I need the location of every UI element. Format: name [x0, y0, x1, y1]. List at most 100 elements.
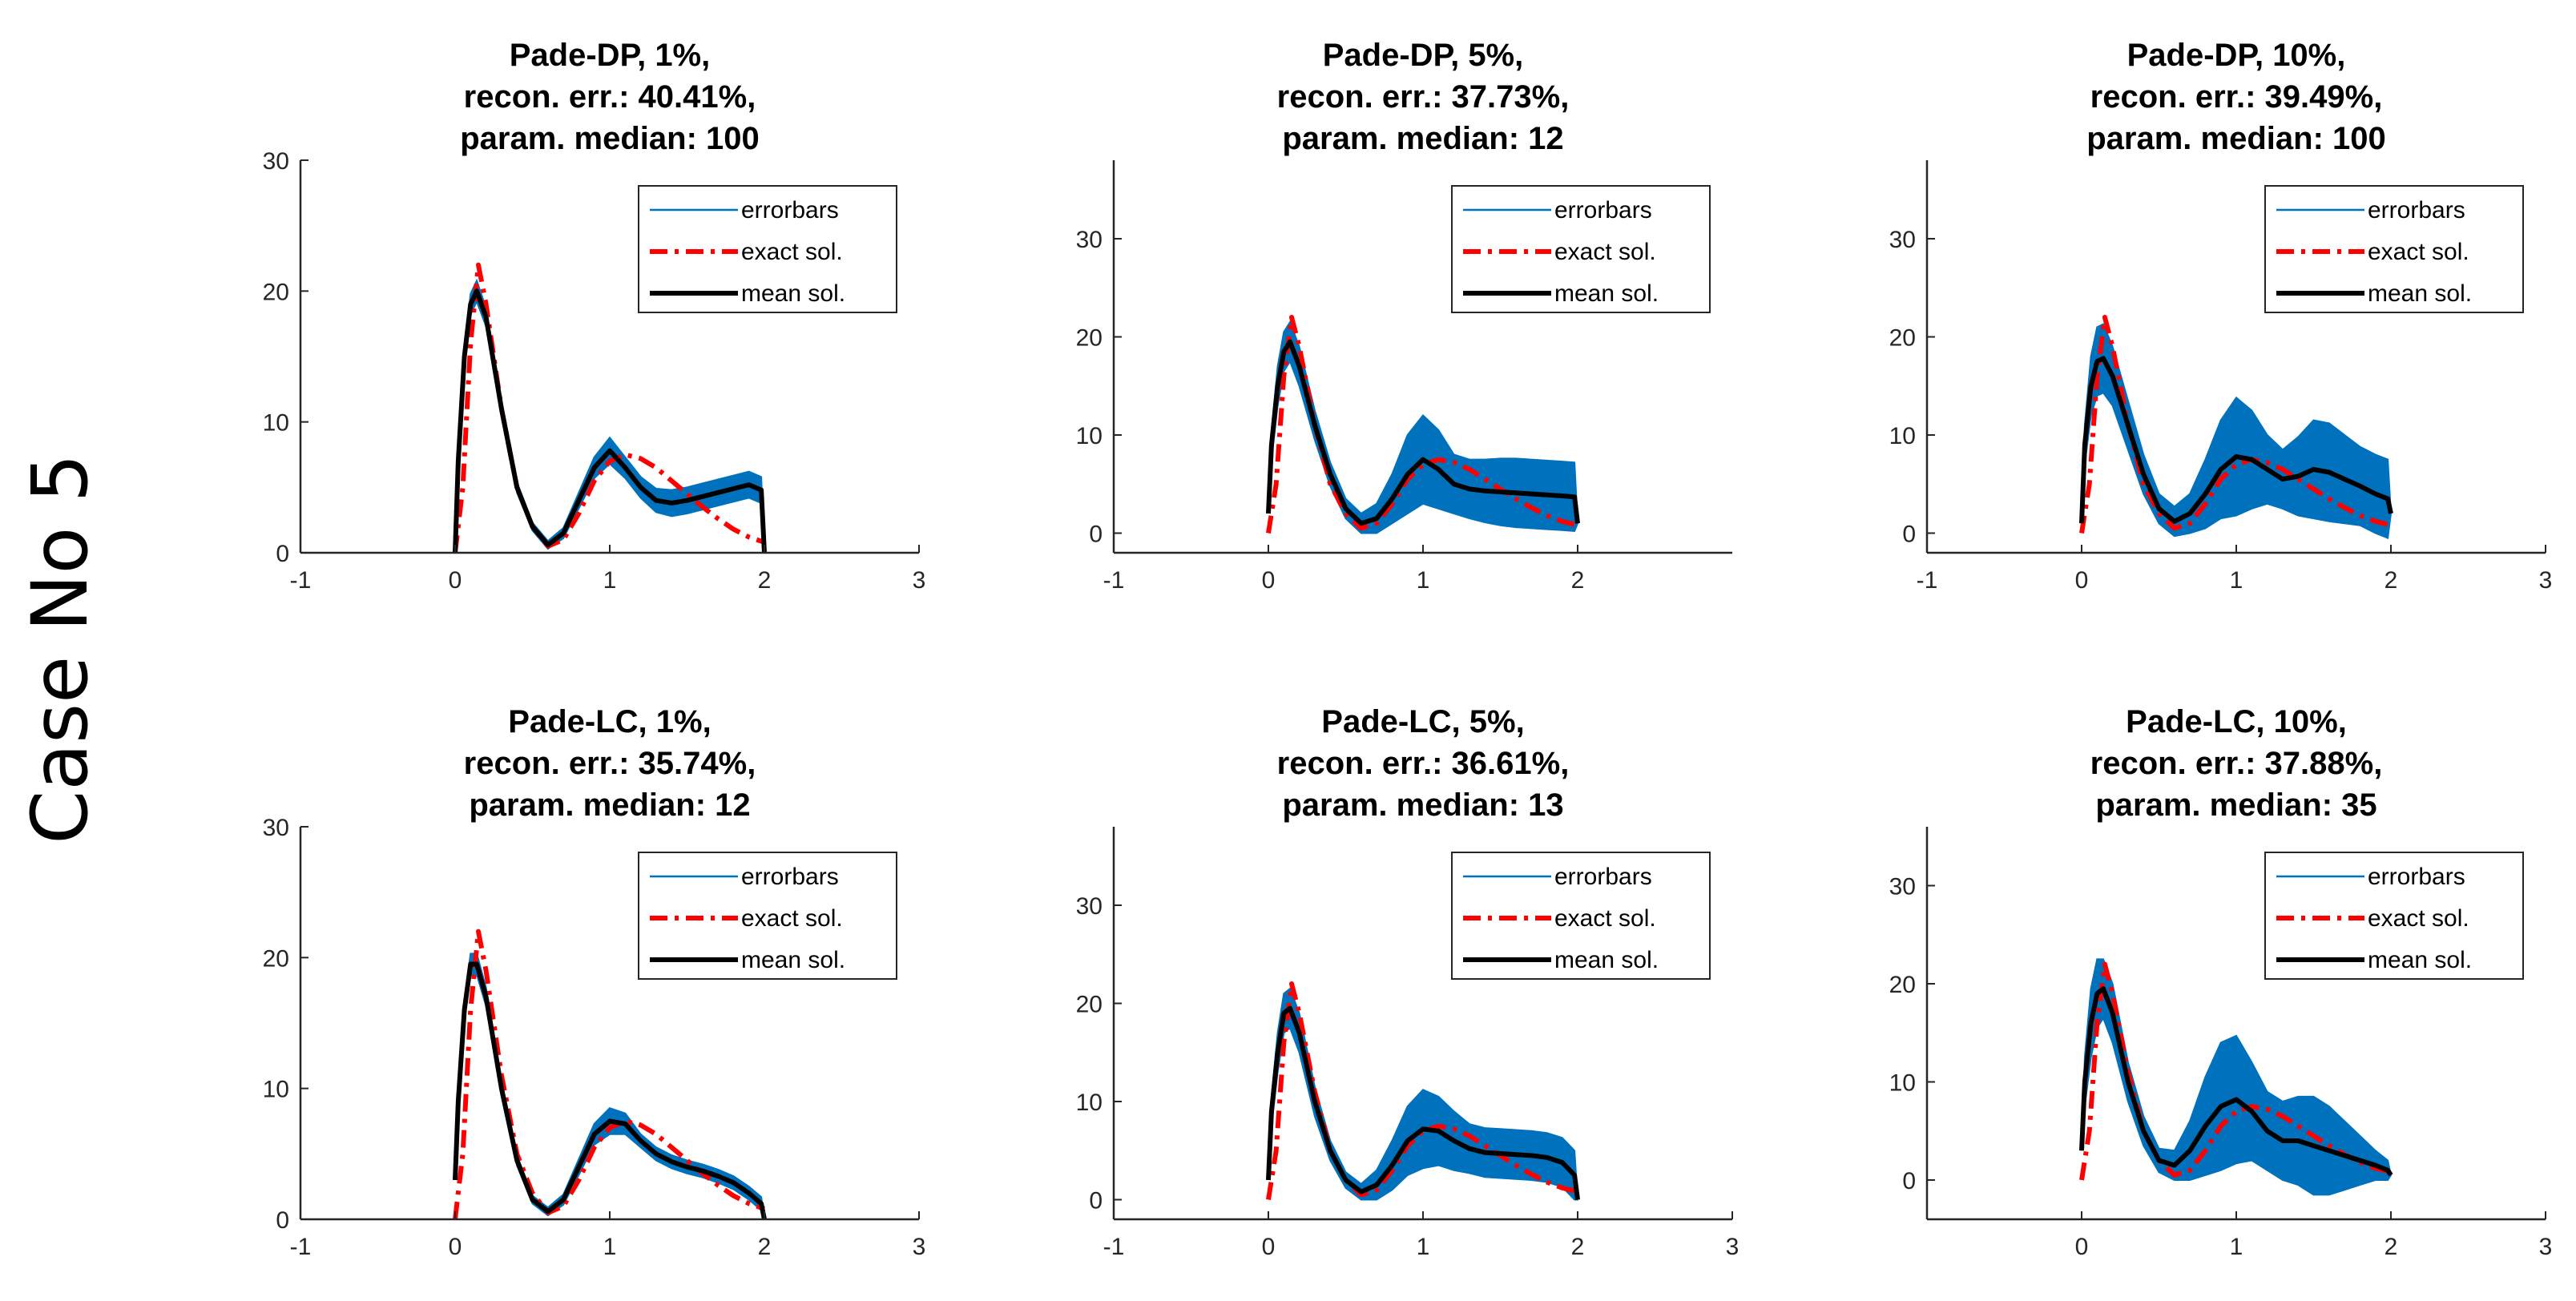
x-tick-label: 2 [758, 1234, 772, 1260]
subplot-title: param. median: 13 [1282, 787, 1563, 823]
subplot-title: param. median: 100 [460, 121, 760, 156]
exact-sol-line [1266, 315, 1578, 534]
subplot-title: param. median: 12 [469, 787, 750, 823]
subplot-title: recon. err.: 37.88%, [2090, 746, 2383, 781]
legend: errorbars exact sol. mean sol. [2264, 185, 2524, 313]
x-tick-label: 3 [2539, 567, 2553, 594]
x-tick-label: 3 [913, 567, 926, 594]
exact-sol-line [453, 262, 765, 554]
y-tick-label: 10 [1889, 1070, 1916, 1097]
legend-errorbars-label: errorbars [2368, 197, 2465, 224]
subplot-title: recon. err.: 39.49%, [2090, 79, 2383, 115]
x-tick-label: 3 [2539, 1234, 2553, 1260]
legend-errorbars-label: errorbars [1554, 864, 1652, 890]
y-tick-label: 10 [263, 410, 289, 437]
subplot: Pade-LC, 5%, recon. err.: 36.61%, param. m… [1076, 704, 1740, 1260]
legend-exact-sol-label: exact sol. [741, 905, 843, 932]
mean-sol-line [1266, 339, 1580, 526]
y-tick-label: 20 [1889, 325, 1916, 352]
y-tick-label: 0 [276, 1207, 289, 1234]
legend-mean-sol-label: mean sol. [2368, 280, 2472, 307]
legend-exact-sol-label: exact sol. [2368, 905, 2469, 932]
x-tick-label: 1 [603, 567, 617, 594]
y-tick-label: 20 [1076, 992, 1103, 1018]
y-tick-label: 30 [1076, 893, 1103, 920]
legend-mean-sol-label: mean sol. [741, 947, 845, 973]
x-tick-label: 0 [2075, 567, 2089, 594]
subplot-title: recon. err.: 40.41%, [464, 79, 756, 115]
legend-mean-sol-label: mean sol. [2368, 947, 2472, 973]
legend-exact-sol-label: exact sol. [2368, 239, 2469, 265]
subplot-title: recon. err.: 36.61%, [1277, 746, 1570, 781]
x-tick-label: 2 [2385, 567, 2398, 594]
legend-errorbars-label: errorbars [741, 864, 839, 890]
x-tick-label: 1 [1417, 1234, 1430, 1260]
legend-errorbars-label: errorbars [2368, 864, 2465, 890]
legend-mean-sol-label: mean sol. [741, 280, 845, 307]
subplot-title: Pade-LC, 1%, [508, 704, 711, 739]
x-tick-label: 0 [2075, 1234, 2089, 1260]
y-tick-label: 20 [263, 279, 289, 305]
subplot-title: Pade-LC, 5%, [1321, 704, 1524, 739]
subplot: Pade-DP, 10%, recon. err.: 39.49%, param. … [1889, 38, 2553, 594]
legend-exact-sol-label: exact sol. [1554, 239, 1656, 265]
y-tick-label: 30 [1889, 874, 1916, 900]
legend-errorbars-label: errorbars [741, 197, 839, 224]
x-tick-label: 0 [1262, 1234, 1276, 1260]
exact-sol-line [453, 928, 765, 1220]
subplot: Pade-DP, 5%, recon. err.: 37.73%, param. m… [1076, 38, 1732, 594]
y-tick-label: 20 [1076, 325, 1103, 352]
y-tick-label: 10 [1076, 423, 1103, 449]
x-tick-label: -1 [290, 567, 312, 594]
subplot-title: param. median: 100 [2086, 121, 2386, 156]
x-tick-label: 2 [1571, 567, 1585, 594]
x-tick-label: 2 [2385, 1234, 2398, 1260]
x-tick-label: 1 [2230, 1234, 2243, 1260]
y-tick-label: 20 [1889, 972, 1916, 998]
legend-exact-sol-label: exact sol. [741, 239, 843, 265]
y-tick-label: 0 [1089, 522, 1103, 548]
x-tick-label: -1 [290, 1234, 312, 1260]
subplot-title: recon. err.: 35.74%, [464, 746, 756, 781]
x-tick-label: 0 [449, 1234, 462, 1260]
mean-sol-line [2079, 986, 2393, 1177]
subplot: Pade-DP, 1%, recon. err.: 40.41%, param. m… [263, 38, 926, 594]
y-tick-label: 0 [1089, 1188, 1103, 1214]
y-tick-label: 10 [263, 1077, 289, 1103]
x-tick-label: 1 [1417, 567, 1430, 594]
legend-mean-sol-label: mean sol. [1554, 280, 1659, 307]
x-tick-label: -1 [1103, 1234, 1125, 1260]
subplot-title: Pade-LC, 10%, [2126, 704, 2347, 739]
mean-sol-line [453, 288, 767, 554]
exact-sol-line [2079, 315, 2392, 534]
x-tick-label: 3 [1726, 1234, 1740, 1260]
exact-sol-line [1266, 981, 1578, 1200]
legend-mean-sol-label: mean sol. [1554, 947, 1659, 973]
mean-sol-line [453, 961, 767, 1220]
x-tick-label: 1 [603, 1234, 617, 1260]
legend: errorbars exact sol. mean sol. [2264, 852, 2524, 980]
y-tick-label: 30 [1076, 227, 1103, 253]
subplot-title: recon. err.: 37.73%, [1277, 79, 1570, 115]
legend-box [1451, 185, 1711, 313]
x-tick-label: 2 [1571, 1234, 1585, 1260]
y-tick-label: 30 [263, 148, 289, 175]
subplot: Pade-LC, 10%, recon. err.: 37.88%, param. … [1889, 704, 2553, 1260]
x-tick-label: 1 [2230, 567, 2243, 594]
x-tick-label: 0 [449, 567, 462, 594]
x-tick-label: 3 [913, 1234, 926, 1260]
y-tick-label: 30 [1889, 227, 1916, 253]
x-tick-label: 2 [758, 567, 772, 594]
legend-exact-sol-label: exact sol. [1554, 905, 1656, 932]
subplot-title: param. median: 12 [1282, 121, 1563, 156]
y-tick-label: 20 [263, 945, 289, 972]
x-tick-label: -1 [1917, 567, 1938, 594]
y-tick-label: 0 [276, 541, 289, 567]
y-tick-label: 30 [263, 815, 289, 841]
x-tick-label: -1 [1103, 567, 1125, 594]
mean-sol-line [1266, 1005, 1580, 1200]
mean-sol-line [2079, 356, 2393, 524]
y-tick-label: 10 [1076, 1090, 1103, 1116]
